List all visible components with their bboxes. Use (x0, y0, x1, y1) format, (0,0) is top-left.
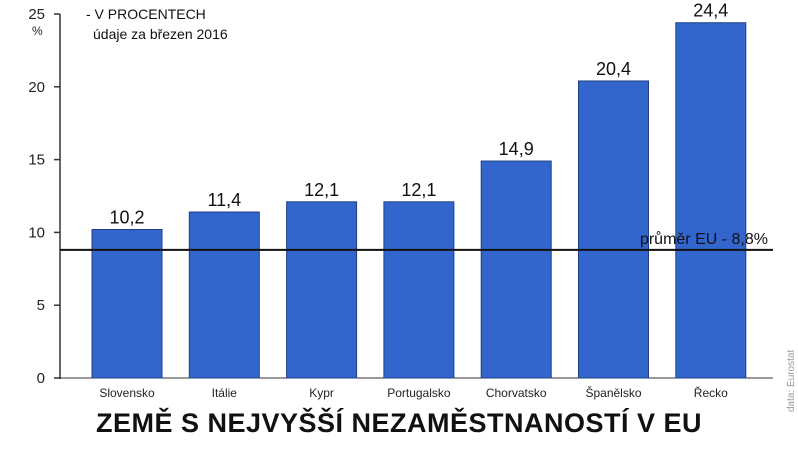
bars (91, 22, 747, 379)
value-labels: 10,2 11,4 12,1 12,1 14,9 20,4 24,4 (109, 1, 728, 228)
y-tick-label: 0 (37, 370, 45, 387)
bar-kypr (286, 201, 358, 379)
y-tick-label: 15 (28, 152, 45, 169)
subtitle-date-note: údaje za březen 2016 (93, 26, 228, 42)
source-note: data: Eurostat (786, 350, 797, 412)
category-label: Itálie (212, 386, 238, 400)
value-label: 11,4 (207, 190, 241, 210)
bar-chorvatsko (480, 160, 552, 379)
value-label: 12,1 (304, 180, 339, 200)
value-label: 24,4 (693, 1, 728, 21)
y-tick-label: 20 (28, 79, 45, 96)
category-label: Řecko (694, 385, 728, 400)
category-label: Slovensko (99, 386, 155, 400)
value-label: 10,2 (109, 207, 144, 227)
bar-portugalsko (383, 201, 455, 379)
chart-title: ZEMĚ S NEJVYŠŠÍ NEZAMĚSTNANOSTÍ V EU (95, 408, 703, 438)
y-axis-unit: % (32, 24, 43, 38)
bar-řecko (675, 22, 747, 379)
value-label: 12,1 (401, 180, 436, 200)
y-tick-label: 10 (28, 224, 45, 241)
y-tick-label: 5 (37, 297, 45, 314)
category-label: Kypr (309, 386, 334, 400)
bar-itálie (188, 211, 260, 379)
subtitle-unit-note: - V PROCENTECH (86, 6, 206, 22)
category-label: Portugalsko (387, 386, 451, 400)
bar-španělsko (578, 80, 649, 379)
value-label: 14,9 (499, 139, 534, 159)
category-label: Španělsko (585, 385, 641, 400)
eu-average-label: průměr EU - 8,8% (640, 230, 768, 248)
y-tick-label: 25 (28, 6, 45, 23)
category-labels: Slovensko Itálie Kypr Portugalsko Chorvatsko… (99, 385, 728, 400)
value-label: 20,4 (596, 59, 631, 79)
category-label: Chorvatsko (486, 386, 547, 400)
bar-slovensko (91, 228, 163, 379)
